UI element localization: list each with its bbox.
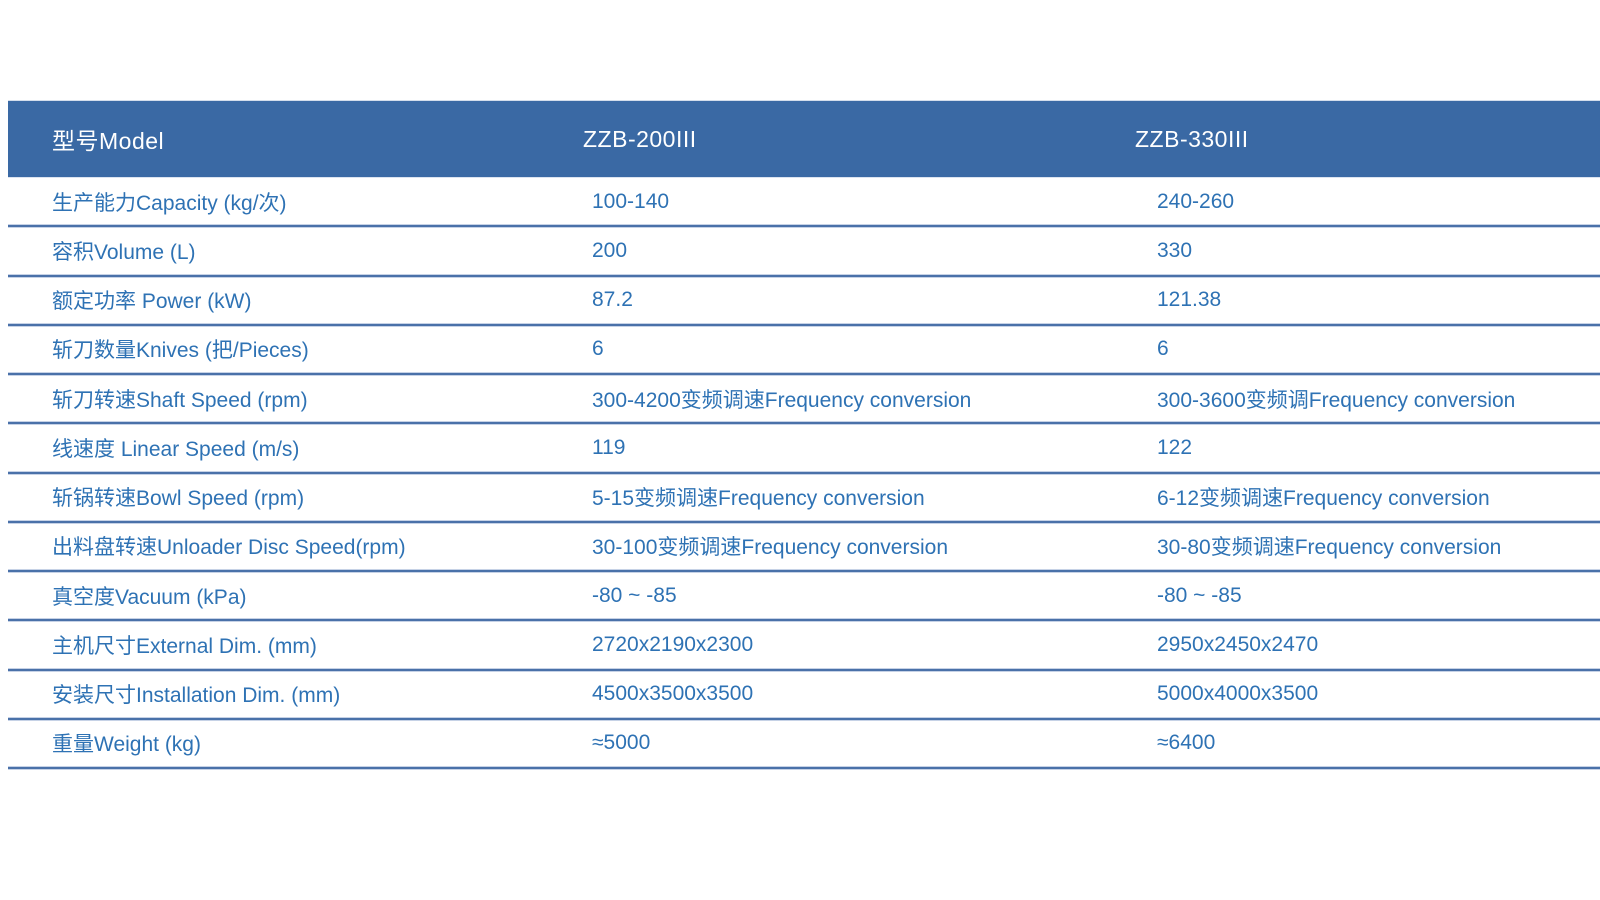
spec-value-zzb-200: 87.2 <box>592 288 633 312</box>
spec-label: 生产能力Capacity (kg/次) <box>52 191 287 215</box>
header-model-label: 型号Model <box>52 128 165 154</box>
spec-label: 斩锅转速Bowl Speed (rpm) <box>52 487 305 511</box>
spec-label: 斩刀转速Shaft Speed (rpm) <box>52 388 308 412</box>
spec-value-zzb-200: 119 <box>592 435 626 459</box>
spec-table: 型号Model ZZB-200III ZZB-330III 生产能力Capaci… <box>8 100 1600 771</box>
spec-row: 真空度Vacuum (kPa) -80 ~ -85 -80 ~ -85 <box>8 571 1600 623</box>
spec-table-header-row: 型号Model ZZB-200III ZZB-330III <box>8 100 1600 177</box>
spec-value-zzb-330: 6 <box>1157 337 1169 361</box>
spec-value-zzb-200: -80 ~ -85 <box>592 583 677 607</box>
spec-label: 容积Volume (L) <box>52 240 196 264</box>
spec-value-zzb-200: 300-4200变频调速Frequency conversion <box>592 388 972 412</box>
spec-value-zzb-200: 6 <box>592 337 604 361</box>
spec-row: 斩锅转速Bowl Speed (rpm) 5-15变频调速Frequency c… <box>8 473 1600 525</box>
spec-value-zzb-330: -80 ~ -85 <box>1157 583 1242 607</box>
spec-row: 安装尺寸Installation Dim. (mm) 4500x3500x350… <box>8 670 1600 722</box>
spec-label: 线速度 Linear Speed (m/s) <box>52 437 300 461</box>
spec-label: 出料盘转速Unloader Disc Speed(rpm) <box>52 536 406 560</box>
spec-row: 容积Volume (L) 200 330 <box>8 226 1600 278</box>
spec-value-zzb-330: 121.38 <box>1157 288 1222 312</box>
spec-label: 重量Weight (kg) <box>52 733 201 757</box>
spec-label: 主机尺寸External Dim. (mm) <box>52 634 317 658</box>
spec-value-zzb-200: 2720x2190x2300 <box>592 632 754 656</box>
header-model-zzb-200: ZZB-200III <box>583 125 697 152</box>
spec-row: 斩刀转速Shaft Speed (rpm) 300-4200变频调速Freque… <box>8 374 1600 426</box>
spec-row: 主机尺寸External Dim. (mm) 2720x2190x2300 29… <box>8 620 1600 672</box>
spec-row: 线速度 Linear Speed (m/s) 119 122 <box>8 423 1600 475</box>
spec-value-zzb-330: 300-3600变频调Frequency conversion <box>1157 388 1516 412</box>
spec-value-zzb-330: 5000x4000x3500 <box>1157 682 1319 706</box>
spec-value-zzb-200: 30-100变频调速Frequency conversion <box>592 536 948 560</box>
spec-value-zzb-200: 5-15变频调速Frequency conversion <box>592 487 925 511</box>
spec-label: 真空度Vacuum (kPa) <box>52 585 247 609</box>
spec-row: 额定功率 Power (kW) 87.2 121.38 <box>8 276 1600 328</box>
header-model-zzb-330: ZZB-330III <box>1135 125 1249 152</box>
spec-row: 重量Weight (kg) ≈5000 ≈6400 <box>8 719 1600 771</box>
spec-value-zzb-330: 2950x2450x2470 <box>1157 632 1319 656</box>
spec-value-zzb-330: ≈6400 <box>1157 731 1216 755</box>
spec-value-zzb-330: 240-260 <box>1157 189 1235 213</box>
spec-value-zzb-200: 200 <box>592 238 628 262</box>
spec-value-zzb-200: ≈5000 <box>592 731 651 755</box>
spec-row: 斩刀数量Knives (把/Pieces) 6 6 <box>8 325 1600 377</box>
spec-value-zzb-200: 4500x3500x3500 <box>592 682 754 706</box>
spec-value-zzb-330: 30-80变频调速Frequency conversion <box>1157 536 1502 560</box>
spec-label: 安装尺寸Installation Dim. (mm) <box>52 684 341 708</box>
spec-row: 生产能力Capacity (kg/次) 100-140 240-260 <box>8 177 1600 229</box>
spec-label: 额定功率 Power (kW) <box>52 290 252 314</box>
spec-value-zzb-330: 6-12变频调速Frequency conversion <box>1157 487 1490 511</box>
spec-label: 斩刀数量Knives (把/Pieces) <box>52 339 309 363</box>
spec-row: 出料盘转速Unloader Disc Speed(rpm) 30-100变频调速… <box>8 522 1600 574</box>
spec-value-zzb-200: 100-140 <box>592 189 670 213</box>
spec-table-body: 生产能力Capacity (kg/次) 100-140 240-260 容积Vo… <box>8 177 1600 771</box>
spec-value-zzb-330: 122 <box>1157 435 1193 459</box>
spec-value-zzb-330: 330 <box>1157 238 1193 262</box>
